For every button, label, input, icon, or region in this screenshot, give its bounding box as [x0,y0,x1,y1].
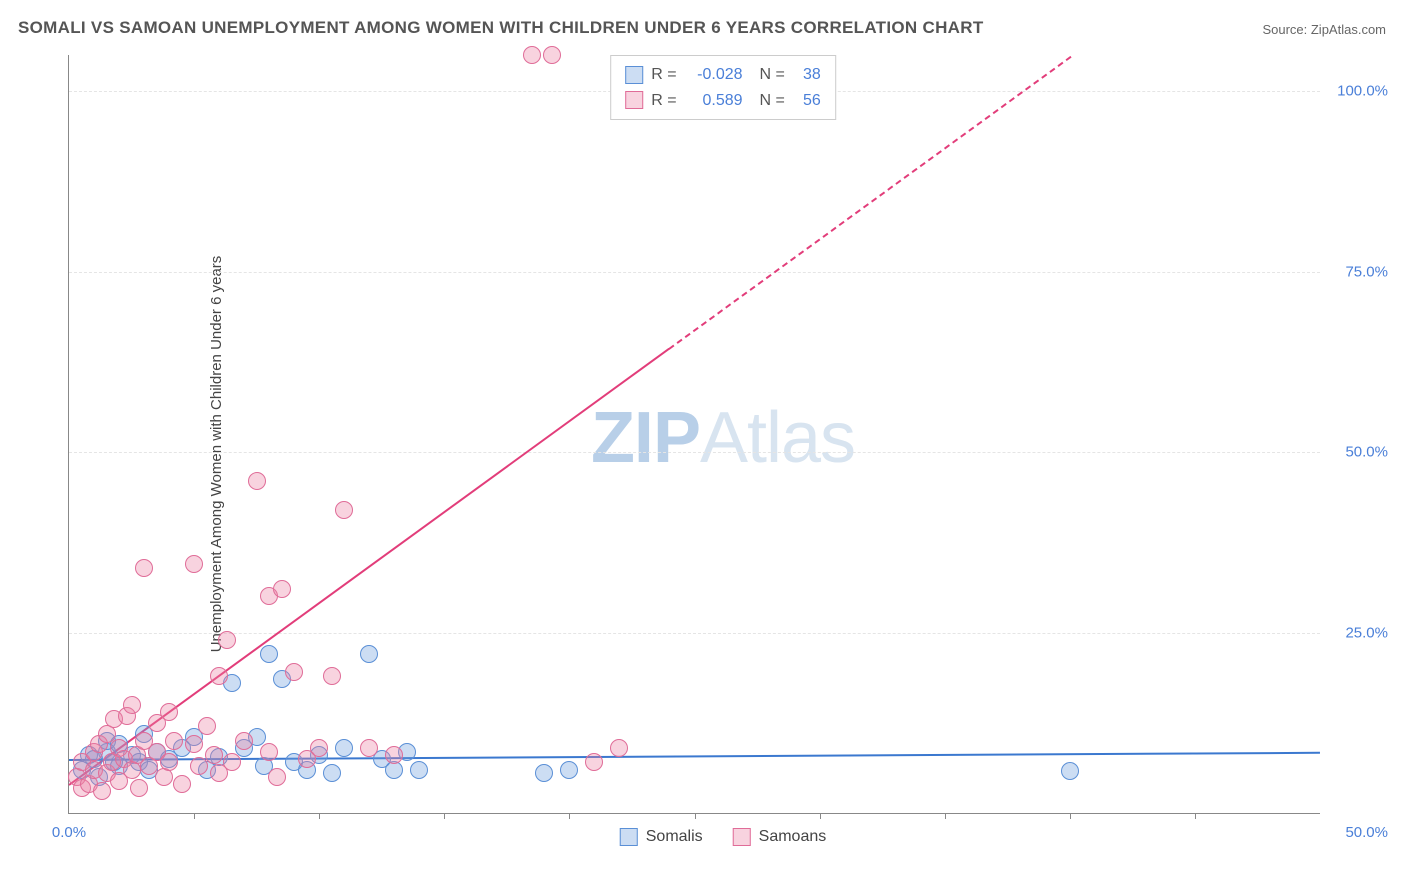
data-point [218,631,236,649]
x-tick [945,813,946,819]
y-tick-label: 75.0% [1345,263,1388,280]
data-point [560,761,578,779]
data-point [523,46,541,64]
r-label: R = [651,62,676,88]
data-point [173,775,191,793]
source-attribution: Source: ZipAtlas.com [1262,22,1386,37]
n-value-samoans: 56 [793,88,821,114]
data-point [335,501,353,519]
data-point [130,779,148,797]
stats-row-somalis: R = -0.028 N = 38 [625,62,821,88]
data-point [260,743,278,761]
data-point [260,645,278,663]
plot-area: 25.0%50.0%75.0%100.0%0.0%50.0% [68,55,1320,814]
data-point [610,739,628,757]
stats-legend-box: R = -0.028 N = 38 R = 0.589 N = 56 [610,55,836,120]
data-point [248,472,266,490]
r-label: R = [651,88,676,114]
swatch-somalis [625,66,643,84]
x-tick-label: 0.0% [52,824,86,841]
data-point [1061,762,1079,780]
data-point [410,761,428,779]
stats-row-samoans: R = 0.589 N = 56 [625,88,821,114]
y-tick-label: 100.0% [1337,83,1388,100]
data-point [323,764,341,782]
x-tick [820,813,821,819]
data-point [310,739,328,757]
gridline [69,633,1320,634]
x-tick [319,813,320,819]
swatch-samoans [625,91,643,109]
data-point [205,746,223,764]
data-point [335,739,353,757]
legend-item-somalis: Somalis [620,828,703,846]
data-point [160,703,178,721]
data-point [93,782,111,800]
data-point [135,559,153,577]
gridline [69,452,1320,453]
chart-container: Unemployment Among Women with Children U… [50,55,1396,852]
n-label: N = [751,88,785,114]
x-tick [444,813,445,819]
data-point [160,753,178,771]
legend-item-samoans: Samoans [733,828,827,846]
legend-label: Samoans [759,828,827,846]
data-point [585,753,603,771]
data-point [198,717,216,735]
x-tick [569,813,570,819]
x-tick [695,813,696,819]
x-tick [1195,813,1196,819]
data-point [235,732,253,750]
y-tick-label: 25.0% [1345,624,1388,641]
data-point [285,663,303,681]
data-point [123,696,141,714]
data-point [385,746,403,764]
data-point [543,46,561,64]
data-point [210,667,228,685]
n-value-somalis: 38 [793,62,821,88]
swatch-samoans [733,828,751,846]
data-point [535,764,553,782]
n-label: N = [751,62,785,88]
data-point [165,732,183,750]
data-point [273,580,291,598]
gridline [69,272,1320,273]
data-point [360,645,378,663]
data-point [223,753,241,771]
swatch-somalis [620,828,638,846]
data-point [185,555,203,573]
data-point [323,667,341,685]
data-point [360,739,378,757]
data-point [268,768,286,786]
r-value-samoans: 0.589 [685,88,743,114]
x-tick-label: 50.0% [1345,824,1388,841]
chart-title: SOMALI VS SAMOAN UNEMPLOYMENT AMONG WOME… [18,18,984,38]
r-value-somalis: -0.028 [685,62,743,88]
legend-label: Somalis [646,828,703,846]
x-tick [194,813,195,819]
data-point [185,735,203,753]
x-tick [1070,813,1071,819]
y-tick-label: 50.0% [1345,444,1388,461]
bottom-legend: Somalis Samoans [620,828,827,846]
